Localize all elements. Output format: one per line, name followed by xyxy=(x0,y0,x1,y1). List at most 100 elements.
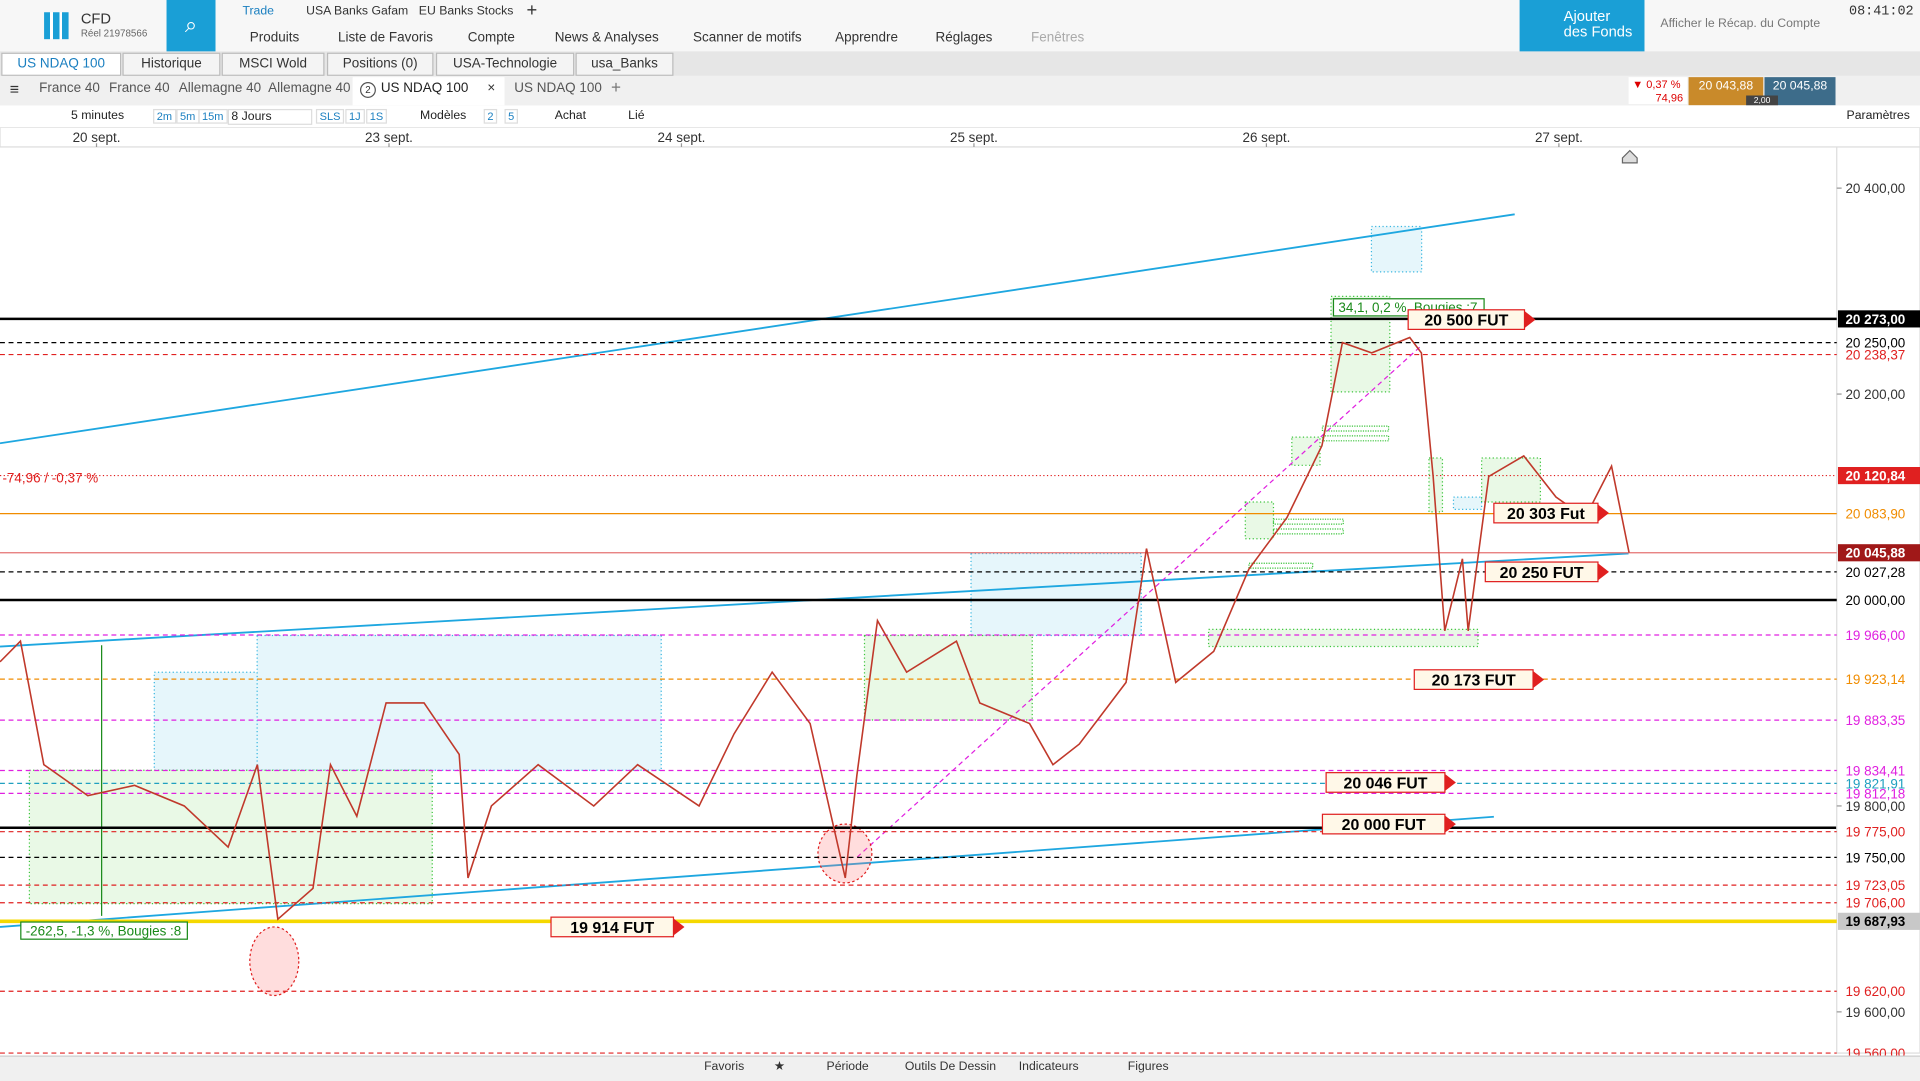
price-axis xyxy=(1836,146,1920,1054)
timeframe-button[interactable]: 5m xyxy=(176,108,199,124)
period-button[interactable]: 1S xyxy=(366,108,387,124)
top-link[interactable]: USA Banks Gafam xyxy=(306,4,409,19)
menu-item[interactable]: Scanner de motifs xyxy=(693,30,802,46)
level-label: 19 821,91 xyxy=(1845,776,1905,791)
trend-line xyxy=(0,213,1515,445)
zone-box xyxy=(1272,528,1344,535)
bottom-tab[interactable]: Période xyxy=(826,1060,869,1074)
tab[interactable]: MSCI Wold xyxy=(221,52,325,76)
level-label: 20 000,00 xyxy=(1845,593,1905,608)
add-tab[interactable]: + xyxy=(526,0,538,21)
menu-item[interactable]: News & Analyses xyxy=(554,30,659,46)
tab[interactable]: US NDAQ 100 xyxy=(1,52,122,76)
level-label: 20 045,88 xyxy=(1845,546,1905,561)
level-label: 19 775,00 xyxy=(1845,825,1905,840)
level-label: 20 083,90 xyxy=(1845,507,1905,522)
top-link[interactable]: Trade xyxy=(242,4,274,19)
logo xyxy=(44,12,69,40)
buy-mode[interactable]: Achat xyxy=(554,108,587,123)
quote-change-box xyxy=(1628,77,1688,105)
bottom-tab[interactable]: Favoris xyxy=(704,1060,745,1074)
level-label: 19 620,00 xyxy=(1845,984,1905,999)
x-tick-label: 25 sept. xyxy=(950,130,998,145)
y-tick-label: 19 600,00 xyxy=(1845,1005,1905,1020)
chart-tab[interactable]: US NDAQ 100 xyxy=(514,80,602,96)
chart-tab[interactable]: France 40 xyxy=(39,80,100,96)
active-chart-tab[interactable] xyxy=(352,77,505,106)
zone-box xyxy=(1481,457,1542,503)
chart-tab[interactable]: US NDAQ 100 xyxy=(380,80,469,96)
menu-item[interactable]: Liste de Favoris xyxy=(337,30,434,46)
fut-label: 20 500 FUT xyxy=(1424,313,1508,330)
level-label: 19 706,00 xyxy=(1845,896,1905,911)
top-link[interactable]: EU Banks Stocks xyxy=(418,4,514,19)
add-chart-tab[interactable]: + xyxy=(611,77,622,97)
settings[interactable]: Paramètres xyxy=(1846,108,1910,123)
x-tick-label: 24 sept. xyxy=(658,130,706,145)
zone-box xyxy=(1370,225,1423,273)
menu-item[interactable]: Fenêtres xyxy=(1031,30,1085,46)
templates[interactable]: Modèles xyxy=(420,108,467,123)
linked[interactable]: Lié xyxy=(628,108,645,123)
y-tick-label: 20 200,00 xyxy=(1845,387,1905,402)
x-tick-label: 23 sept. xyxy=(365,130,413,145)
menu-icon[interactable]: ≡ xyxy=(9,79,20,98)
y-tick-label: 19 800,00 xyxy=(1845,799,1905,814)
add-funds-button[interactable] xyxy=(1519,0,1645,52)
y-tick-label: 20 400,00 xyxy=(1845,181,1905,196)
period[interactable]: 8 Jours xyxy=(227,108,312,125)
chart-tab[interactable]: France 40 xyxy=(108,80,170,96)
menu-item[interactable]: Apprendre xyxy=(835,30,899,46)
level-label: 20 250,00 xyxy=(1845,335,1905,350)
zone-box xyxy=(863,634,1033,721)
level-label: 19 966,00 xyxy=(1845,628,1905,643)
bottom-tab[interactable]: Outils De Dessin xyxy=(904,1060,997,1074)
level-label: 19 923,14 xyxy=(1845,672,1905,687)
level-label-bg xyxy=(1837,912,1920,930)
level-label: 20 238,37 xyxy=(1845,347,1905,362)
menu-item[interactable]: Compte xyxy=(467,30,515,46)
zone-box xyxy=(1321,425,1390,432)
level-label: 20 273,00 xyxy=(1845,312,1905,327)
fut-label: 20 000 FUT xyxy=(1342,817,1426,834)
menu-item[interactable]: Réglages xyxy=(935,30,993,46)
search-button[interactable]: ⌕ xyxy=(166,0,216,52)
change-label: -74,96 / -0,37 % xyxy=(2,470,98,485)
quote-change-pct: ▼ 0,37 % xyxy=(1632,78,1681,91)
x-tick-label: 20 sept. xyxy=(73,130,121,145)
timeframe-button[interactable]: 2m xyxy=(153,108,176,124)
tab[interactable]: USA-Technologie xyxy=(435,52,575,76)
quote-change: 74,96 xyxy=(1655,91,1684,105)
zone-box xyxy=(256,634,662,771)
fut-label: 20 250 FUT xyxy=(1500,565,1584,582)
zone-box xyxy=(970,552,1142,637)
fut-arrow xyxy=(1524,311,1536,329)
star[interactable]: ★ xyxy=(773,1060,785,1074)
highlight xyxy=(817,823,873,884)
tab[interactable]: usa_Banks xyxy=(575,52,674,76)
account-summary[interactable]: Afficher le Récap. du Compte xyxy=(1660,17,1821,31)
bottom-tab[interactable]: Figures xyxy=(1127,1060,1169,1074)
fut-arrow xyxy=(1597,563,1609,581)
close-tab[interactable]: × xyxy=(487,80,496,96)
zone-box xyxy=(1272,518,1344,525)
tab[interactable]: Positions (0) xyxy=(326,52,434,76)
add-funds-label[interactable]: Ajouter des Fonds xyxy=(1563,7,1633,41)
fut-arrow xyxy=(1444,815,1456,833)
timeframe[interactable]: 5 minutes xyxy=(71,108,125,123)
period-button[interactable]: SLS xyxy=(315,108,345,124)
chart-tab[interactable]: Allemagne 40 xyxy=(268,80,351,96)
chart-tab[interactable]: Allemagne 40 xyxy=(178,80,262,96)
layout-button[interactable]: 2 xyxy=(483,108,498,124)
bottom-tab[interactable]: Indicateurs xyxy=(1018,1060,1079,1074)
menu-item[interactable]: Produits xyxy=(249,30,300,46)
bottom-bar xyxy=(0,1055,1920,1081)
tab[interactable]: Historique xyxy=(122,52,221,76)
zone-box xyxy=(1321,435,1390,442)
level-label: 19 560,00 xyxy=(1845,1046,1905,1056)
level-label-bg xyxy=(1837,544,1920,562)
timeframe-button[interactable]: 15m xyxy=(198,108,228,124)
period-button[interactable]: 1J xyxy=(345,108,365,124)
layout-button[interactable]: 5 xyxy=(504,108,518,124)
